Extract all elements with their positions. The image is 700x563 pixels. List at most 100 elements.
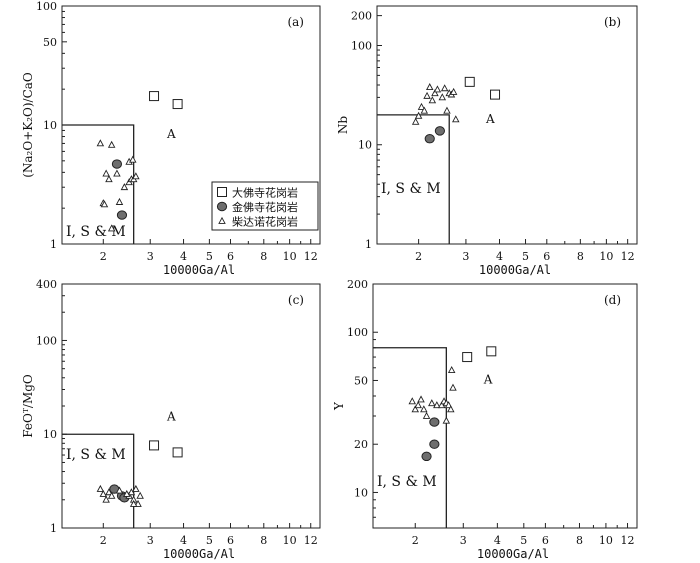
series-triangle — [411, 83, 460, 125]
y-tick-label: 10 — [43, 119, 57, 132]
x-tick-label: 4 — [180, 534, 187, 547]
field-label: I, S & M — [66, 224, 126, 240]
series-square — [149, 440, 183, 458]
marker-triangle — [100, 200, 109, 208]
marker-triangle — [433, 401, 441, 409]
x-tick-label: 5 — [206, 250, 213, 263]
marker-triangle — [422, 411, 431, 419]
series-square — [462, 346, 497, 363]
y-tick-label: 200 — [347, 278, 368, 291]
x-tick-label: 3 — [462, 250, 469, 263]
marker-square — [486, 346, 497, 357]
x-tick-label: 5 — [520, 534, 527, 547]
x-tick-label: 8 — [576, 534, 583, 547]
marker-triangle — [107, 224, 116, 232]
marker-triangle — [433, 85, 442, 93]
x-tick-label: 10 — [599, 250, 613, 263]
x-tick-label: 3 — [460, 534, 467, 547]
marker-triangle — [102, 169, 110, 177]
y-axis-label: Nb — [336, 116, 350, 135]
series-circle — [111, 159, 128, 220]
marker-triangle — [442, 416, 451, 424]
marker-triangle — [132, 484, 140, 492]
x-tick-label: 12 — [621, 250, 635, 263]
x-tick-label: 5 — [206, 534, 213, 547]
marker-triangle — [414, 401, 422, 409]
marker-triangle — [417, 395, 425, 403]
marker-triangle — [447, 365, 456, 373]
series-circle — [421, 417, 440, 462]
y-tick-label: 100 — [36, 0, 57, 13]
x-axis-label: 10000Ga/Al — [163, 263, 235, 277]
y-tick-label: 1 — [365, 238, 372, 251]
marker-triangle — [449, 87, 458, 95]
y-tick-label: 400 — [36, 278, 57, 291]
x-tick-label: 10 — [283, 534, 297, 547]
marker-triangle — [136, 491, 144, 499]
x-tick-label: 5 — [522, 250, 529, 263]
region-label-a: A — [483, 372, 493, 386]
marker-triangle — [218, 216, 226, 224]
marker-circle — [216, 201, 228, 212]
x-axis-label: 10000Ga/Al — [163, 547, 235, 561]
marker-triangle — [107, 491, 116, 499]
marker-triangle — [129, 499, 138, 507]
marker-triangle — [428, 96, 437, 104]
marker-square — [217, 187, 227, 197]
x-tick-label: 6 — [543, 250, 550, 263]
marker-triangle — [431, 89, 439, 97]
marker-triangle — [414, 111, 423, 119]
x-tick-label: 4 — [496, 250, 503, 263]
panel-label: (a) — [287, 15, 304, 29]
field-label: I, S & M — [381, 181, 441, 197]
y-tick-label: 100 — [351, 39, 372, 52]
marker-circle — [429, 439, 440, 449]
chart-panel-4: 2 3 4 5 6 8 10 12 10 20 50 100 200 I, S & M A (d) 10000G… — [332, 278, 638, 561]
marker-triangle — [123, 489, 131, 497]
y-tick-label: 100 — [36, 334, 57, 347]
series-square — [149, 91, 183, 110]
marker-triangle — [411, 117, 420, 125]
marker-triangle — [408, 397, 417, 405]
region-label-a: A — [166, 127, 176, 141]
y-tick-label: 50 — [354, 374, 368, 387]
marker-triangle — [115, 197, 124, 205]
x-tick-label: 2 — [412, 534, 419, 547]
y-tick-label: 1 — [50, 522, 57, 535]
marker-triangle — [420, 405, 428, 413]
x-tick-label: 6 — [227, 534, 234, 547]
x-tick-label: 12 — [304, 534, 318, 547]
marker-triangle — [132, 172, 140, 180]
x-tick-label: 3 — [147, 534, 154, 547]
field-label: I, S & M — [377, 474, 437, 490]
marker-triangle — [417, 102, 426, 110]
legend-entry: 柴达诺花岗岩 — [232, 215, 298, 229]
marker-square — [462, 352, 473, 363]
plot-frame — [376, 5, 638, 245]
marker-square — [464, 76, 475, 87]
chart-panel-3: 2 3 4 5 6 8 10 12 1 10 100 400 I, S & M A (c) 10000Ga/A… — [21, 278, 321, 561]
marker-triangle — [425, 83, 434, 91]
marker-triangle — [113, 169, 121, 177]
y-tick-label: 100 — [347, 326, 368, 339]
marker-square — [172, 99, 183, 110]
x-tick-label: 8 — [577, 250, 584, 263]
field-label: I, S & M — [66, 447, 126, 463]
x-tick-label: 12 — [304, 250, 318, 263]
field-boundary — [377, 114, 450, 244]
x-tick-label: 2 — [415, 250, 422, 263]
x-tick-label: 8 — [260, 250, 267, 263]
y-tick-label: 20 — [354, 438, 368, 451]
y-tick-label: 200 — [351, 10, 372, 23]
marker-triangle — [411, 405, 420, 413]
chart-panel-2: 2 3 4 5 6 8 10 12 1 10 100 200 I, S & M A (b) 10000Ga/A… — [336, 5, 638, 277]
marker-circle — [116, 210, 128, 220]
marker-square — [149, 440, 160, 451]
panel-label: (d) — [604, 293, 621, 307]
marker-triangle — [107, 140, 116, 148]
x-tick-label: 8 — [260, 534, 267, 547]
x-tick-label: 4 — [180, 250, 187, 263]
x-axis-label: 10000Ga/Al — [477, 547, 549, 561]
